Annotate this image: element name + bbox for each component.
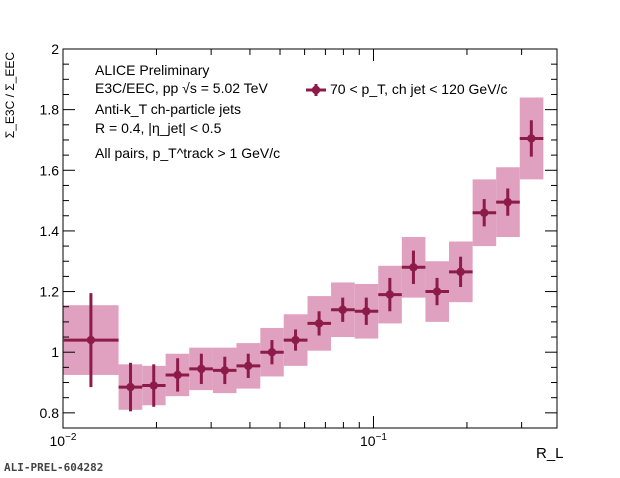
x-tick-label: 10−2	[50, 432, 77, 449]
data-point-8	[291, 335, 300, 345]
data-point-18	[527, 134, 536, 143]
y-tick-label: 1.4	[40, 223, 60, 239]
annotation-radius: R = 0.4, |η_jet| < 0.5	[95, 120, 222, 136]
data-point-7	[267, 348, 277, 357]
data-point-5	[220, 366, 230, 375]
annotation-experiment: ALICE Preliminary	[95, 62, 210, 78]
legend-dot	[311, 85, 321, 95]
data-point-14	[432, 287, 442, 296]
legend-marker	[306, 84, 326, 96]
data-point-11	[362, 307, 371, 316]
axes-frame: 0.8 1 1.2 1.4 1.6 1.8 2 10−2 10−1	[40, 41, 558, 449]
y-tick-label: 1.6	[40, 162, 60, 178]
x-axis-title: R_L	[536, 445, 564, 462]
y-tick-label: 2	[51, 41, 59, 57]
y-tick-label: 1.2	[40, 284, 60, 300]
y-tick-label: 0.8	[40, 405, 60, 421]
x-tick-label: 10−1	[360, 432, 387, 449]
data-point-1	[126, 382, 135, 392]
data-point-2	[149, 381, 158, 390]
data-point-17	[503, 197, 512, 207]
legend-label: 70 < p_T, ch jet < 120 GeV/c	[330, 81, 508, 97]
systematic-bands	[63, 97, 544, 410]
data-point-12	[385, 290, 395, 299]
data-point-9	[314, 319, 324, 328]
data-point-0	[86, 335, 96, 345]
data-point-4	[197, 364, 206, 374]
annotation-jets: Anti-k_T ch-particle jets	[95, 101, 242, 117]
y-tick-label: 1.8	[40, 102, 60, 118]
data-point-13	[409, 263, 418, 272]
watermark: ALI-PREL-604282	[4, 461, 104, 474]
data-point-6	[244, 361, 253, 371]
data-point-3	[173, 370, 182, 380]
annotation-collision: E3C/EEC, pp √s = 5.02 TeV	[95, 80, 268, 96]
data-point-10	[338, 305, 347, 314]
data-point-16	[480, 208, 489, 217]
y-tick-label: 1	[51, 344, 59, 360]
y-axis-title: Σ_E3C / Σ_EEC	[3, 52, 17, 139]
data-points	[63, 120, 544, 412]
annotation-track-cut: All pairs, p_T^track > 1 GeV/c	[95, 145, 281, 161]
data-point-15	[456, 267, 465, 277]
plot-frame	[62, 48, 558, 429]
